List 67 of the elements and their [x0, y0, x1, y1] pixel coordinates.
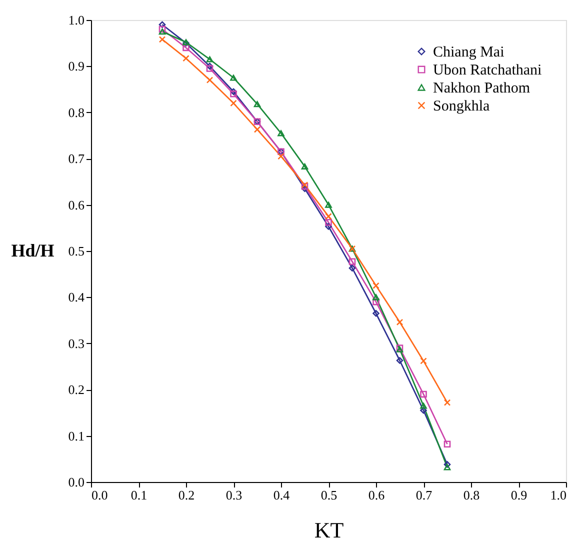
y-tick-label: 0.0 [68, 474, 84, 490]
point [444, 399, 451, 406]
point [372, 310, 380, 317]
point [158, 21, 166, 28]
point [372, 298, 380, 306]
y-tick-label: 0.7 [68, 151, 85, 166]
point [444, 461, 451, 468]
point [325, 223, 332, 230]
point [396, 357, 404, 364]
y-tick-label: 0.2 [68, 382, 84, 398]
point [206, 56, 214, 62]
y-tick-label: 1.0 [68, 12, 84, 28]
point [230, 100, 237, 107]
x-tick-label: 0.5 [320, 488, 338, 502]
point [206, 65, 214, 72]
point [396, 318, 404, 326]
x-tick-label: 0.7 [416, 488, 433, 502]
point [182, 44, 190, 52]
point [420, 402, 427, 409]
point [230, 88, 237, 95]
point [420, 407, 427, 414]
point [420, 390, 427, 398]
point [230, 74, 237, 81]
y-tick-label: 0.4 [68, 290, 85, 305]
point [301, 163, 308, 170]
y-tick-label: 0.8 [68, 104, 84, 120]
point [372, 282, 380, 290]
y-tick-label: 0.3 [68, 336, 84, 351]
point [254, 126, 261, 133]
point [348, 264, 356, 272]
point [254, 101, 261, 108]
point [444, 464, 451, 470]
legend-label: Chiang Mai [433, 44, 504, 60]
point [278, 152, 284, 160]
y-tick-label: 0.1 [68, 428, 84, 444]
y-tick-label: 0.6 [68, 197, 85, 212]
point [158, 28, 166, 35]
x-tick-label: 0.8 [463, 488, 480, 502]
point [158, 36, 166, 43]
x-axis-title: KT [314, 518, 344, 542]
point [182, 54, 190, 62]
x-tick-label: 1.0 [550, 488, 566, 502]
x-tick-label: 0.6 [368, 488, 386, 502]
point [206, 62, 214, 70]
y-tick-label: 0.5 [68, 244, 84, 258]
point [325, 212, 332, 220]
point [206, 76, 214, 84]
point [325, 202, 332, 208]
point [230, 90, 237, 98]
point [444, 440, 451, 448]
x-tick-label: 0.3 [226, 488, 242, 502]
y-axis-title: Hd/H [11, 240, 54, 260]
point [325, 218, 332, 226]
x-tick-label: 0.9 [510, 488, 528, 502]
legend-label: Nakhon Pathom [433, 80, 530, 96]
x-tick-label: 0.2 [178, 488, 195, 502]
point [348, 258, 356, 266]
point [301, 185, 308, 192]
legend-label: Songkhla [433, 98, 490, 114]
point [372, 294, 380, 300]
x-tick-label: 0.1 [130, 488, 148, 502]
point [420, 358, 427, 364]
x-tick-label: 0.0 [92, 488, 108, 502]
point [278, 130, 284, 136]
y-tick-label: 0.9 [68, 58, 84, 74]
legend-label: Ubon Ratchathani [433, 62, 542, 78]
x-tick-label: 0.4 [273, 488, 290, 502]
